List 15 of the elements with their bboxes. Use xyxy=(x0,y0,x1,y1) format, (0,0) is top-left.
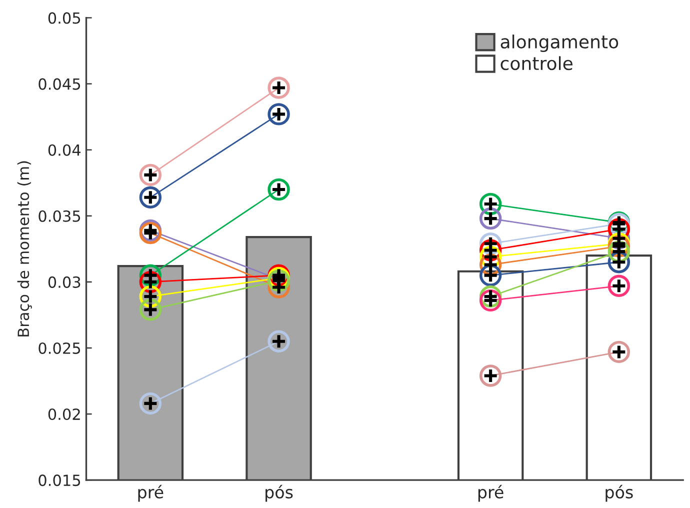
legend-label: controle xyxy=(500,56,572,70)
y-tick-label: 0.035 xyxy=(38,210,80,222)
y-tick-label: 0.03 xyxy=(48,276,80,288)
y-tick-label: 0.04 xyxy=(48,144,81,156)
y-tick-label: 0.02 xyxy=(48,408,80,420)
y-tick-label: 0.045 xyxy=(38,78,80,90)
legend-label: alongamento xyxy=(500,34,618,52)
y-tick-label: 0.05 xyxy=(48,12,80,24)
y-axis-title: Braço de momento (m) xyxy=(17,161,32,336)
x-tick-label: pós xyxy=(606,484,633,502)
y-tick-label: 0.025 xyxy=(38,342,80,354)
x-tick-label: pós xyxy=(266,484,293,502)
x-tick-label: pré xyxy=(138,484,164,502)
x-tick-label: pré xyxy=(478,484,504,502)
y-tick-label: 0.015 xyxy=(38,474,80,486)
